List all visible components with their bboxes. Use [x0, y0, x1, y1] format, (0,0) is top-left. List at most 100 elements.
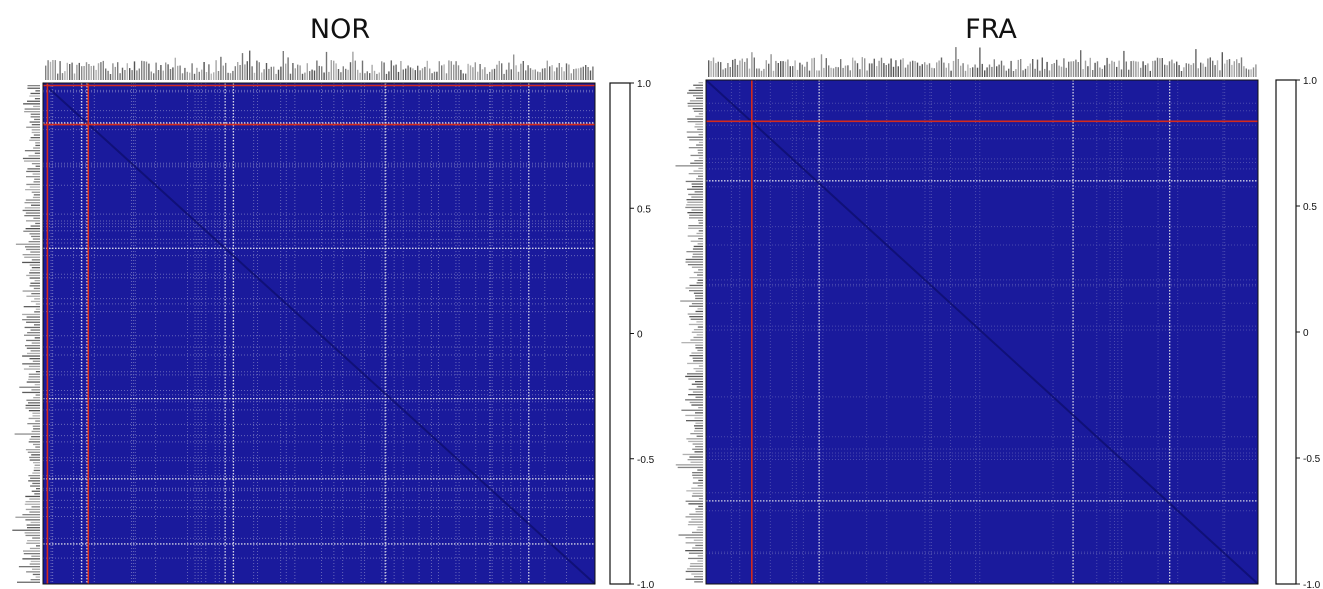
- gene-label-mark: [26, 220, 40, 222]
- gene-label-mark: [448, 60, 450, 80]
- gene-label-mark: [993, 59, 995, 77]
- gene-label-mark: [340, 72, 342, 80]
- gene-label-mark: [297, 64, 299, 80]
- gene-label-mark: [842, 67, 844, 77]
- gene-label-mark: [1077, 62, 1079, 77]
- gene-label-mark: [695, 87, 703, 89]
- gene-label-mark: [698, 157, 703, 159]
- gene-label-mark: [337, 69, 340, 80]
- gene-label-mark: [27, 423, 40, 425]
- gene-label-mark: [69, 64, 71, 80]
- gene-label-mark: [1192, 63, 1195, 77]
- gene-label-mark: [880, 57, 883, 77]
- gene-label-mark: [261, 72, 263, 80]
- gene-label-mark: [794, 60, 796, 77]
- gene-label-mark: [1089, 57, 1091, 77]
- gene-label-mark: [541, 68, 544, 80]
- gene-label-mark: [592, 66, 594, 80]
- gene-label-mark: [28, 475, 40, 477]
- gene-label-mark: [105, 68, 107, 80]
- gene-label-mark: [756, 68, 758, 77]
- gene-label-mark: [28, 480, 40, 482]
- gene-label-mark: [299, 65, 301, 80]
- gene-label-mark: [692, 357, 703, 359]
- gene-label-mark: [441, 65, 443, 80]
- gene-label-mark: [275, 73, 277, 80]
- gene-label-mark: [26, 248, 40, 251]
- gene-label-mark: [32, 482, 40, 485]
- gene-label-mark: [369, 73, 371, 80]
- gene-label-mark: [693, 292, 703, 294]
- gene-label-mark: [688, 552, 703, 554]
- gene-label-mark: [26, 399, 40, 401]
- gene-label-mark: [172, 67, 174, 80]
- gene-label-mark: [864, 58, 866, 77]
- gene-label-mark: [687, 373, 703, 375]
- gene-label-mark: [695, 344, 703, 346]
- gene-label-mark: [691, 331, 703, 333]
- gene-label-mark: [698, 238, 703, 240]
- gene-label-mark: [27, 352, 40, 355]
- gene-label-mark: [957, 59, 959, 77]
- gene-label-mark: [952, 60, 955, 77]
- gene-label-mark: [465, 73, 467, 80]
- gene-label-mark: [237, 62, 239, 80]
- gene-label-mark: [405, 68, 407, 80]
- gene-label-mark: [34, 280, 40, 282]
- gene-label-mark: [25, 189, 40, 191]
- gene-label-mark: [585, 65, 587, 80]
- gene-label-mark: [17, 581, 40, 583]
- gene-label-mark: [1243, 66, 1245, 77]
- gene-label-mark: [397, 71, 400, 80]
- gene-label-mark: [522, 61, 524, 80]
- gene-label-mark: [30, 477, 40, 479]
- gene-label-mark: [35, 446, 40, 448]
- gene-label-mark: [27, 540, 40, 542]
- gene-label-mark: [689, 565, 703, 567]
- gene-label-mark: [32, 537, 40, 539]
- gene-label-mark: [720, 62, 722, 77]
- gene-label-mark: [758, 68, 760, 77]
- gene-label-mark: [696, 232, 703, 235]
- gene-label-mark: [29, 95, 40, 97]
- gene-label-mark: [33, 443, 40, 446]
- gene-label-mark: [29, 511, 40, 513]
- gene-label-mark: [689, 355, 703, 357]
- gene-label-mark: [1017, 59, 1019, 77]
- gene-label-mark: [1082, 69, 1084, 77]
- gene-label-mark: [30, 269, 40, 271]
- gene-label-mark: [751, 52, 753, 77]
- gene-label-mark: [587, 67, 589, 80]
- gene-label-mark: [675, 464, 703, 466]
- gene-label-mark: [517, 71, 520, 80]
- gene-label-mark: [22, 313, 40, 316]
- gene-label-mark: [119, 73, 121, 80]
- gene-label-mark: [1236, 59, 1238, 77]
- gene-label-mark: [388, 71, 390, 80]
- gene-label-mark: [301, 73, 304, 80]
- gene-label-mark: [856, 63, 859, 77]
- gene-label-mark: [1219, 70, 1221, 77]
- gene-label-mark: [695, 370, 703, 372]
- gene-label-mark: [986, 67, 988, 77]
- gene-label-mark: [513, 54, 515, 80]
- gene-label-mark: [1000, 60, 1003, 77]
- gene-label-mark: [29, 264, 40, 266]
- gene-label-mark: [698, 134, 703, 136]
- gene-label-mark: [696, 529, 703, 531]
- gene-label-mark: [280, 66, 282, 80]
- gene-label-mark: [29, 285, 40, 287]
- gene-label-mark: [31, 267, 40, 269]
- gene-label-mark: [967, 64, 969, 77]
- gene-label-mark: [26, 381, 40, 383]
- gene-label-mark: [309, 71, 311, 80]
- gene-label-mark: [493, 68, 496, 80]
- gene-label-mark: [835, 66, 837, 77]
- heatmap-fra-svg: 1.0 0.5 0 -0.5 -1.0: [675, 47, 1321, 589]
- gene-label-mark: [313, 70, 316, 80]
- gene-label-mark: [753, 57, 755, 77]
- gene-label-mark: [688, 378, 703, 380]
- gene-label-mark: [789, 66, 791, 77]
- gene-label-mark: [685, 550, 703, 552]
- gene-label-mark: [529, 68, 532, 80]
